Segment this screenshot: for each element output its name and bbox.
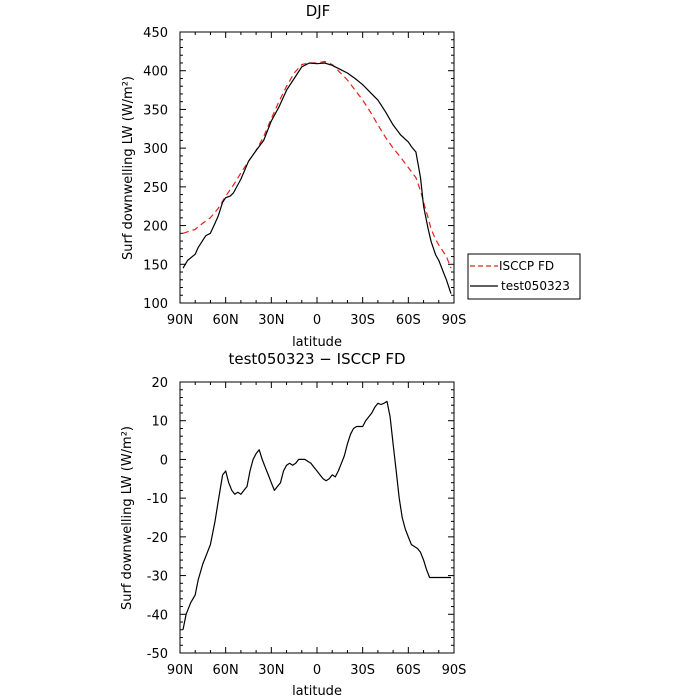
- x-tick-label: 90S: [442, 313, 467, 328]
- y-tick-label: 200: [143, 220, 168, 235]
- top-chart-title: DJF: [306, 2, 331, 20]
- series-line-0-1: [182, 62, 452, 294]
- top-y-axis-title: Surf downwelling LW (W/m²): [121, 76, 136, 260]
- series-line-0-0: [182, 60, 452, 269]
- y-tick-label: 150: [143, 258, 168, 273]
- y-tick-label: 400: [143, 65, 168, 80]
- y-tick-label: 20: [151, 376, 168, 391]
- bottom-y-axis: -50 -40 -30 -20 -10 0 10 20: [147, 376, 454, 662]
- bottom-plot-frame: [179, 381, 455, 654]
- bottom-y-axis-title: Surf downwelling LW (W/m²): [120, 426, 135, 610]
- x-tick-label: 0: [313, 313, 321, 328]
- legend-label-isccp: ISCCP FD: [499, 259, 554, 273]
- bottom-chart-panel: test050323 − ISCCP FD -50 -40 -30 -20 -10 0 10…: [120, 350, 466, 699]
- x-tick-label: 0: [313, 663, 321, 678]
- y-tick-label: 450: [143, 26, 168, 41]
- top-x-axis: 90N 60N 30N 0 30S 60S 90S: [167, 32, 467, 328]
- y-tick-label: 10: [151, 415, 168, 430]
- bottom-chart-title: test050323 − ISCCP FD: [228, 350, 405, 368]
- series-line-1-0: [182, 400, 451, 630]
- y-tick-label: -30: [147, 570, 168, 585]
- x-tick-label: 30S: [350, 313, 375, 328]
- x-tick-label: 30N: [258, 313, 284, 328]
- y-tick-label: -40: [147, 608, 168, 623]
- y-tick-label: -50: [147, 647, 168, 662]
- y-tick-label: 300: [143, 142, 168, 157]
- legend-label-test: test050323: [501, 279, 570, 293]
- bottom-series-group: [182, 400, 451, 630]
- top-series-group: [182, 60, 452, 294]
- x-tick-label: 30N: [258, 663, 284, 678]
- y-tick-label: 350: [143, 103, 168, 118]
- y-tick-label: 250: [143, 181, 168, 196]
- y-tick-label: -20: [147, 531, 168, 546]
- x-tick-label: 30S: [350, 663, 375, 678]
- x-tick-label: 90N: [167, 313, 193, 328]
- y-tick-label: 100: [143, 297, 168, 312]
- x-tick-label: 60N: [213, 663, 239, 678]
- bottom-x-axis: 90N 60N 30N 0 30S 60S 90S: [167, 382, 467, 678]
- top-plot-frame: [179, 31, 455, 304]
- y-tick-label: -10: [147, 492, 168, 507]
- bottom-x-axis-title: latitude: [292, 684, 342, 699]
- x-tick-label: 60S: [396, 313, 421, 328]
- x-tick-label: 90N: [167, 663, 193, 678]
- top-x-axis-title: latitude: [292, 335, 342, 350]
- x-tick-label: 90S: [442, 663, 467, 678]
- x-tick-label: 60N: [213, 313, 239, 328]
- top-chart-panel: DJF 100 150 200 250 300 350 400 450 90N 60N 30N 0 3…: [121, 2, 466, 350]
- x-tick-label: 60S: [396, 663, 421, 678]
- y-tick-label: 0: [160, 453, 168, 468]
- legend-box: [467, 253, 581, 300]
- legend: ISCCP FD test050323: [467, 253, 581, 300]
